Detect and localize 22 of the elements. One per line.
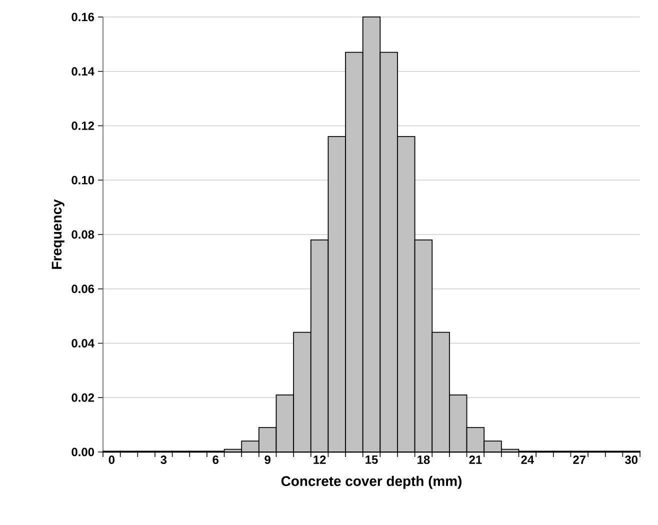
y-tick-label: 0.08	[72, 230, 94, 239]
x-tick-label: 12	[314, 456, 326, 464]
x-tick-label: 24	[521, 456, 534, 464]
y-tick-label: 0.16	[72, 12, 94, 22]
x-tick-label: 18	[418, 456, 430, 464]
x-tick-label: 6	[212, 456, 218, 464]
y-axis-title: Frequency	[52, 199, 64, 269]
x-tick-label: 9	[264, 456, 270, 464]
y-tick-label: 0.04	[72, 339, 94, 348]
x-tick-label: 15	[366, 456, 378, 464]
x-tick-label: 3	[160, 456, 167, 464]
y-tick-label: 0.06	[72, 284, 94, 294]
x-tick-label: 21	[469, 456, 482, 464]
y-tick-label: 0.10	[72, 176, 94, 184]
y-tick-label: 0.14	[72, 67, 94, 76]
y-tick-label: 0.00	[72, 448, 94, 456]
x-tick-label: 30	[624, 456, 638, 464]
y-tick-label: 0.02	[72, 393, 94, 402]
x-axis-title: Concrete cover depth (mm)	[281, 476, 462, 489]
y-tick-label: 0.12	[72, 122, 94, 130]
x-tick-label: 27	[573, 456, 586, 464]
x-tick-label: 0	[108, 456, 114, 464]
